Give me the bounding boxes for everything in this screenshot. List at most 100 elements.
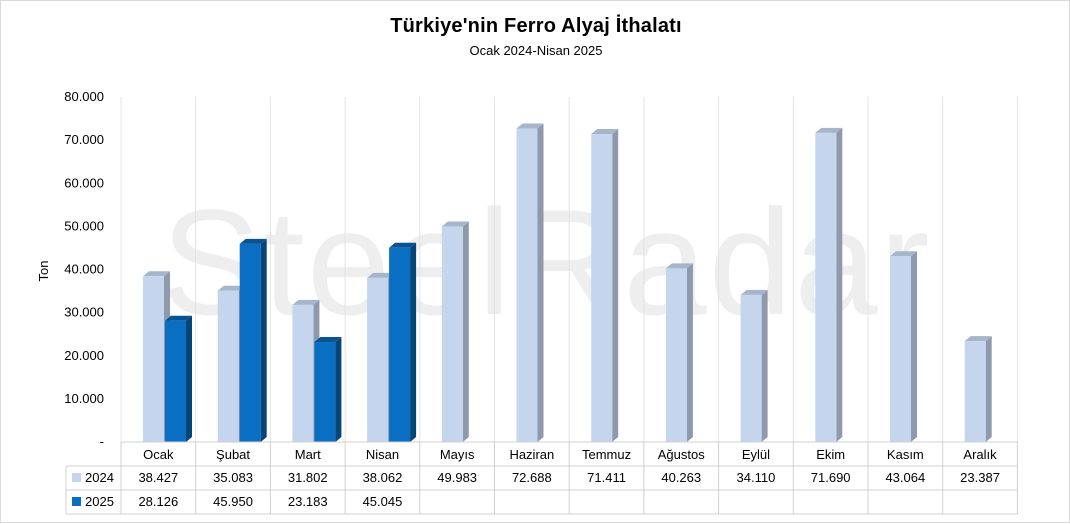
data-label: 45.950 (213, 494, 253, 509)
y-tick-label: 10.000 (64, 391, 104, 406)
data-label: 72.688 (512, 470, 552, 485)
data-label: 28.126 (138, 494, 178, 509)
bar-side (410, 242, 417, 442)
data-label: 35.083 (213, 470, 253, 485)
chart-title: Türkiye'nin Ferro Alyaj İthalatı (390, 15, 682, 37)
bar-side (686, 263, 693, 442)
bar-2024 (890, 251, 917, 442)
x-tick-label: Mart (295, 447, 321, 462)
bar-front (239, 243, 261, 442)
bar-top (389, 242, 417, 248)
bar-front (964, 341, 986, 442)
bar-front (890, 256, 911, 442)
y-tick-label: 80.000 (64, 89, 104, 104)
bar-2024 (665, 263, 693, 442)
y-axis-label: Ton (36, 261, 51, 282)
bar-side (761, 289, 768, 442)
bar-front (165, 320, 186, 442)
bar-top (740, 289, 768, 295)
bar-side (186, 315, 192, 442)
data-label: 38.062 (363, 470, 403, 485)
bar-side (911, 251, 917, 442)
bar-2025 (389, 242, 417, 442)
bar-front (389, 247, 411, 442)
data-label: 45.045 (363, 494, 403, 509)
bar-side (836, 127, 843, 442)
bar-side (462, 221, 469, 442)
data-label: 38.427 (138, 470, 178, 485)
bar-front (367, 277, 389, 442)
data-label: 34.110 (737, 470, 776, 485)
bar-top (665, 263, 693, 269)
x-tick-label: Ekim (816, 447, 845, 462)
bar-front (591, 134, 613, 442)
x-tick-label: Nisan (366, 447, 399, 462)
bar-side (985, 336, 992, 442)
x-tick-label: Haziran (509, 447, 554, 462)
data-label: 31.802 (288, 470, 328, 485)
data-label: 23.183 (288, 494, 328, 509)
y-tick-label: 40.000 (64, 262, 104, 277)
chart-subtitle: Ocak 2024-Nisan 2025 (469, 43, 603, 58)
y-tick-label: 60.000 (64, 175, 104, 190)
bar-side (335, 337, 342, 442)
bar-top (239, 238, 267, 244)
x-tick-label: Şubat (216, 447, 250, 462)
x-tick-label: Kasım (887, 447, 924, 462)
bar-front (665, 268, 687, 442)
bar-top (367, 272, 395, 278)
bar-side (260, 238, 267, 442)
bar-2025 (314, 337, 342, 442)
data-label: 40.263 (661, 470, 701, 485)
data-label: 49.983 (437, 470, 477, 485)
bar-front (815, 132, 837, 443)
bar-top (964, 336, 992, 342)
legend-label: 2024 (85, 470, 114, 485)
bar-2024 (964, 336, 992, 442)
bar-2024 (441, 221, 469, 442)
bar-top (217, 285, 245, 291)
bar-top (815, 127, 843, 133)
bar-front (441, 226, 463, 442)
bar-2024 (740, 289, 768, 442)
bar-top (292, 299, 320, 305)
bar-top (441, 221, 469, 227)
y-tick-label: - (100, 434, 104, 449)
bar-top (516, 123, 544, 129)
data-label: 71.411 (587, 470, 626, 485)
x-tick-label: Ağustos (658, 447, 705, 462)
bar-2025 (165, 315, 192, 442)
bar-front (143, 276, 164, 442)
bar-2024 (516, 123, 544, 443)
x-tick-label: Eylül (742, 447, 770, 462)
bar-front (217, 290, 239, 442)
bar-top (165, 315, 192, 321)
bar-front (314, 342, 336, 442)
y-tick-label: 20.000 (64, 348, 104, 363)
bar-top (591, 129, 619, 135)
x-tick-label: Ocak (143, 447, 174, 462)
bar-front (740, 294, 762, 442)
legend-label: 2025 (85, 494, 114, 509)
legend-swatch-2025 (72, 497, 81, 506)
y-tick-label: 30.000 (64, 305, 104, 320)
bar-front (516, 128, 538, 442)
bar-2025 (239, 238, 267, 442)
bar-front (292, 304, 314, 442)
x-tick-label: Mayıs (440, 447, 475, 462)
bar-side (537, 123, 544, 443)
bar-top (143, 271, 170, 277)
legend-swatch-2024 (72, 473, 81, 482)
data-label: 23.387 (960, 470, 1000, 485)
x-tick-label: Aralık (963, 447, 997, 462)
bar-2024 (815, 127, 843, 443)
y-tick-label: 50.000 (64, 218, 104, 233)
bar-2024 (591, 129, 619, 442)
data-label: 43.064 (885, 470, 925, 485)
bar-side (612, 129, 619, 442)
bar-top (890, 251, 917, 257)
bar-top (314, 337, 342, 343)
data-label: 71.690 (811, 470, 851, 485)
